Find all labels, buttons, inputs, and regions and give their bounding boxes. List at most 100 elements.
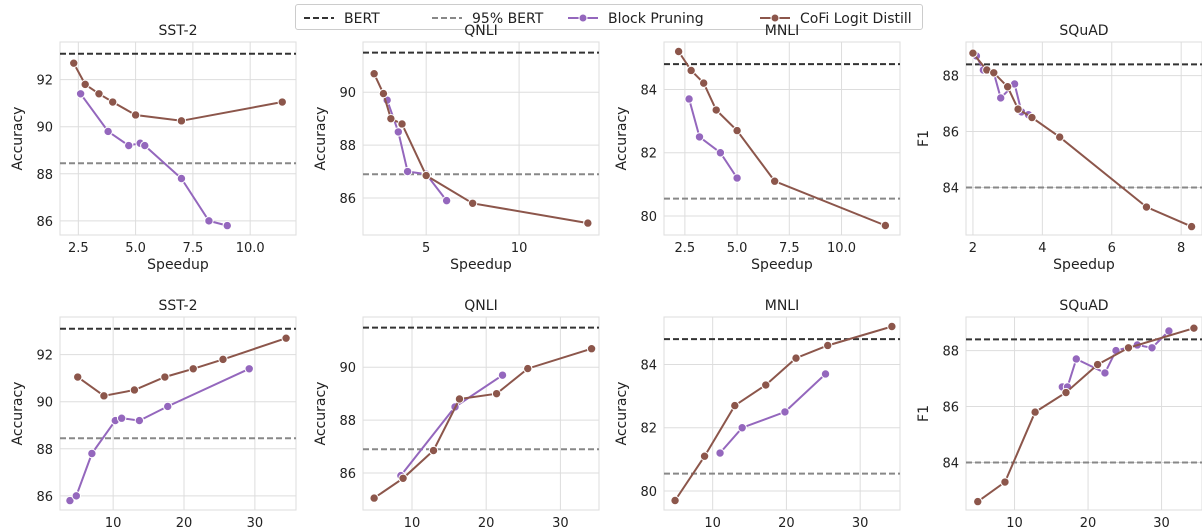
reference-lines <box>966 338 1202 464</box>
gridlines <box>60 317 296 510</box>
y-tick-label: 84 <box>942 181 959 196</box>
plot-area <box>965 41 1202 236</box>
chart-panel-size-qnli: 102030868890QNLIModel Size (M)Accuracy <box>313 298 600 529</box>
panel-title: QNLI <box>464 298 497 314</box>
data-point <box>369 493 379 503</box>
gridlines <box>664 317 900 510</box>
data-point <box>1061 387 1071 398</box>
data-point <box>686 65 696 76</box>
data-point <box>160 372 170 382</box>
data-point <box>393 127 404 137</box>
series-cofi-logit-distill <box>968 48 1197 232</box>
data-point <box>402 166 413 177</box>
y-tick-label: 86 <box>36 490 53 505</box>
y-tick-label: 86 <box>339 467 356 482</box>
reference-lines <box>60 52 296 165</box>
y-tick-labels: 84 86 88 <box>942 70 959 197</box>
x-tick-label: 20 <box>478 516 495 529</box>
series-block-pruning <box>715 369 831 458</box>
chart-panel-size-mnli: 102030808284MNLIModel Size (M)Accuracy <box>614 298 901 529</box>
y-axis-label: Accuracy <box>614 107 630 171</box>
y-axis-label: Accuracy <box>313 382 329 446</box>
data-point <box>791 353 801 363</box>
series-block-pruning <box>65 364 254 506</box>
data-point <box>769 176 780 186</box>
legend-label: CoFi Logit Distill <box>800 11 912 27</box>
series-block-pruning <box>684 94 742 183</box>
x-tick-label: 30 <box>852 516 869 529</box>
x-tick-label: 10.0 <box>236 241 265 256</box>
y-tick-labels: 86 88 90 92 <box>36 74 53 230</box>
y-tick-label: 90 <box>339 361 356 376</box>
reference-lines <box>966 63 1202 189</box>
panel-title: SQuAD <box>1059 23 1108 39</box>
chart-legend: BERT 95% BERT Block Pruning CoFi Logit Dist… <box>295 4 923 30</box>
data-point <box>684 94 694 104</box>
series-cofi-logit-distill <box>69 58 287 126</box>
data-point <box>523 363 533 374</box>
x-tick-label: 10 <box>511 241 528 256</box>
y-tick-label: 90 <box>339 86 356 101</box>
data-point <box>71 491 82 501</box>
x-tick-labels: 10 20 30 <box>105 516 263 529</box>
y-axis-label: F1 <box>916 405 932 422</box>
legend-label: Block Pruning <box>608 11 704 27</box>
y-tick-label: 88 <box>36 443 53 458</box>
data-point <box>65 495 75 506</box>
data-point <box>1092 359 1103 370</box>
data-point <box>823 340 833 351</box>
data-point <box>281 333 291 343</box>
y-axis-label: Accuracy <box>614 382 630 446</box>
legend-swatch-marker <box>578 13 588 23</box>
legend-svg: BERT 95% BERT Block Pruning CoFi Logit Dist… <box>304 11 912 27</box>
y-axis-label: Accuracy <box>10 107 26 171</box>
data-point <box>1147 343 1157 353</box>
x-tick-label: 10 <box>105 516 122 529</box>
x-tick-label: 7.5 <box>183 241 204 256</box>
gridlines <box>60 42 296 235</box>
x-tick-label: 2.5 <box>675 241 696 256</box>
chart-panel-size-squad: 102030848688SQuADModel Size (M)F1 <box>916 298 1202 529</box>
y-axis-label: Accuracy <box>10 382 26 446</box>
panel-title: SST-2 <box>159 298 198 314</box>
data-point <box>398 473 408 483</box>
x-tick-label: 5 <box>422 241 430 256</box>
data-point <box>820 369 831 379</box>
x-tick-label: 4 <box>1038 241 1046 256</box>
y-tick-labels: 80 82 84 <box>640 358 657 500</box>
data-point <box>80 79 90 90</box>
data-point <box>973 496 983 507</box>
panel-title: SST-2 <box>159 23 198 39</box>
x-tick-label: 6 <box>1108 241 1116 256</box>
data-point <box>163 401 173 412</box>
y-tick-label: 84 <box>640 358 657 373</box>
gridlines <box>664 42 900 235</box>
y-tick-labels: 84 86 88 <box>942 345 959 472</box>
series-line <box>688 98 738 179</box>
panel-title: SQuAD <box>1059 298 1108 314</box>
data-point <box>887 321 897 332</box>
data-point <box>715 448 725 458</box>
data-point <box>497 370 508 380</box>
data-point <box>996 93 1006 103</box>
plot-area <box>362 41 600 236</box>
plot-area <box>59 41 297 236</box>
x-tick-label: 20 <box>176 516 193 529</box>
x-axis-label: Speedup <box>1053 257 1115 273</box>
y-tick-labels: 80 82 84 <box>640 83 657 225</box>
data-point <box>1030 407 1040 417</box>
x-tick-labels: 5 10 <box>422 241 527 256</box>
data-point <box>1141 202 1152 212</box>
legend-item-block-pruning: Block Pruning <box>568 11 704 27</box>
data-point <box>204 216 214 226</box>
x-tick-labels: 2.5 5.0 7.5 10.0 <box>68 241 265 256</box>
data-point <box>134 415 145 426</box>
reference-lines <box>60 327 296 440</box>
data-point <box>421 170 431 181</box>
data-point <box>277 97 287 107</box>
data-point <box>222 220 232 231</box>
data-point <box>1100 368 1110 378</box>
data-point <box>698 78 709 88</box>
panel-title: MNLI <box>765 23 799 39</box>
x-tick-label: 5.0 <box>125 241 146 256</box>
